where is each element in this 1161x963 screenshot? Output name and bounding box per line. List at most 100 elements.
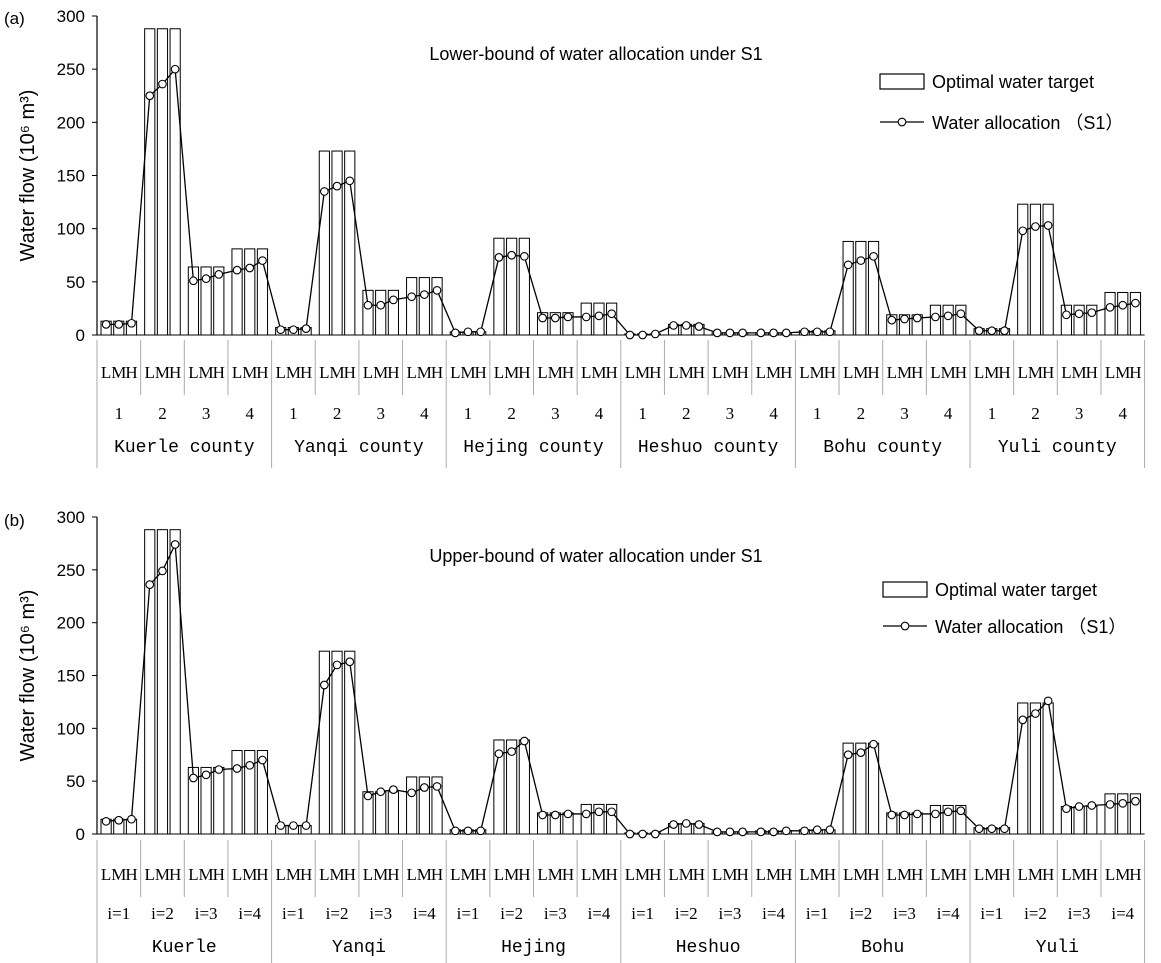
target-tick-label: 3 xyxy=(202,404,211,423)
county-label: Yanqi xyxy=(332,938,386,958)
target-bar xyxy=(855,240,867,336)
allocation-point xyxy=(232,764,242,773)
target-bar xyxy=(231,248,243,336)
target-tick-label: i=3 xyxy=(369,904,392,923)
allocation-point xyxy=(258,755,267,765)
allocation-point xyxy=(974,326,984,336)
level-tick-label: L xyxy=(406,363,416,382)
y-tick-label: 250 xyxy=(57,60,85,79)
level-tick-label: M xyxy=(591,865,606,884)
level-tick-label: L xyxy=(887,865,897,884)
level-tick-label: H xyxy=(911,865,923,884)
allocation-point xyxy=(931,809,940,819)
allocation-point xyxy=(825,825,835,835)
target-tick-label: i=4 xyxy=(413,904,436,923)
allocation-point xyxy=(1131,796,1140,806)
level-tick-label: M xyxy=(155,865,170,884)
target-bar xyxy=(144,28,156,336)
level-tick-label: L xyxy=(581,363,591,382)
allocation-point xyxy=(201,274,211,283)
level-tick-label: M xyxy=(460,865,475,884)
level-tick-label: M xyxy=(679,865,694,884)
level-tick-label: L xyxy=(668,363,678,382)
level-tick-label: L xyxy=(756,363,766,382)
allocation-point xyxy=(887,315,897,325)
y-tick-label: 250 xyxy=(57,561,85,580)
target-bar xyxy=(344,650,356,835)
allocation-point xyxy=(650,329,660,339)
allocation-point xyxy=(345,176,355,186)
allocation-point xyxy=(345,657,355,667)
y-tick-label: 150 xyxy=(57,167,85,186)
level-tick-label: M xyxy=(504,865,519,884)
level-tick-label: L xyxy=(101,865,111,884)
allocation-point xyxy=(158,566,167,576)
allocation-point xyxy=(519,736,529,746)
level-tick-label: M xyxy=(810,363,825,382)
allocation-point xyxy=(869,251,878,261)
allocation-point xyxy=(1043,221,1053,230)
level-tick-label: L xyxy=(450,865,460,884)
allocation-point xyxy=(420,290,429,299)
target-tick-label: 2 xyxy=(682,404,691,423)
allocation-point xyxy=(581,809,591,819)
y-axis-label-text: Water flow xyxy=(17,662,39,761)
level-tick-label: M xyxy=(853,363,868,382)
panel-label: (a) xyxy=(4,9,25,28)
target-tick-label: i=1 xyxy=(107,904,130,923)
allocation-point xyxy=(550,313,560,323)
target-bar xyxy=(1086,806,1098,835)
level-tick-label: M xyxy=(199,865,214,884)
allocation-point xyxy=(376,787,386,797)
legend-bar-swatch xyxy=(879,73,925,90)
level-tick-label: M xyxy=(242,363,257,382)
allocation-point xyxy=(943,807,953,817)
level-tick-label: H xyxy=(998,865,1010,884)
allocation-point xyxy=(450,826,460,836)
level-tick-label: H xyxy=(387,865,399,884)
allocation-point xyxy=(900,314,909,324)
level-tick-label: H xyxy=(955,865,967,884)
allocation-point xyxy=(1000,824,1009,834)
target-bar xyxy=(1060,304,1073,336)
level-tick-label: L xyxy=(537,865,547,884)
level-tick-label: H xyxy=(125,865,137,884)
level-tick-label: L xyxy=(930,865,940,884)
target-tick-label: i=3 xyxy=(1068,904,1091,923)
level-tick-label: L xyxy=(319,865,329,884)
allocation-point xyxy=(432,782,442,791)
level-tick-label: L xyxy=(1018,363,1028,382)
allocation-point xyxy=(956,309,966,319)
target-tick-label: 4 xyxy=(420,404,429,423)
level-tick-label: H xyxy=(780,865,792,884)
allocation-point xyxy=(1118,799,1128,808)
allocation-point xyxy=(974,824,984,834)
level-tick-label: H xyxy=(1086,865,1098,884)
level-tick-label: M xyxy=(1115,865,1130,884)
allocation-point xyxy=(943,311,953,321)
level-tick-label: L xyxy=(799,865,809,884)
target-tick-label: i=4 xyxy=(1111,904,1134,923)
legend-line-label: Water allocation （S1） xyxy=(935,617,1126,637)
target-tick-label: 1 xyxy=(638,404,647,423)
allocation-point xyxy=(114,815,124,825)
level-tick-label: L xyxy=(625,363,635,382)
allocation-point xyxy=(638,829,647,839)
allocation-point xyxy=(1018,226,1028,236)
target-tick-label: 2 xyxy=(507,404,516,423)
allocation-point xyxy=(420,783,429,792)
target-bar xyxy=(362,289,374,336)
allocation-point xyxy=(987,824,997,834)
allocation-point xyxy=(769,827,778,837)
level-tick-label: H xyxy=(824,865,836,884)
level-tick-label: H xyxy=(300,363,312,382)
allocation-point xyxy=(550,810,560,820)
allocation-point xyxy=(519,251,529,261)
target-bar xyxy=(493,237,505,336)
target-tick-label: i=3 xyxy=(195,904,218,923)
target-tick-label: 4 xyxy=(1119,404,1128,423)
level-tick-label: H xyxy=(693,865,705,884)
level-tick-label: L xyxy=(974,363,984,382)
y-tick-label: 50 xyxy=(66,772,85,791)
level-tick-label: M xyxy=(548,865,563,884)
